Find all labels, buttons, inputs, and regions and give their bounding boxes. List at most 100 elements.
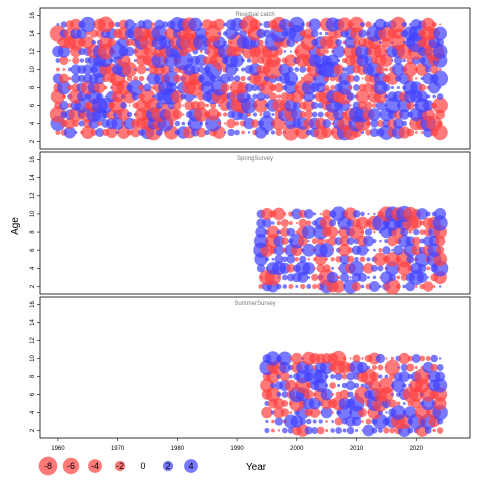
residual-bubble — [422, 281, 434, 292]
residual-bubble — [68, 59, 71, 62]
residual-bubble — [223, 40, 227, 45]
residual-bubble — [282, 427, 288, 434]
residual-bubble — [366, 257, 371, 262]
residual-bubble — [291, 208, 303, 220]
residual-bubble — [249, 18, 261, 31]
residual-bubble — [139, 88, 156, 105]
residual-bubble — [272, 207, 286, 221]
residual-bubble — [349, 104, 352, 107]
residual-bubble — [230, 53, 244, 68]
residual-bubble — [168, 66, 175, 73]
legend-label: 0 — [140, 461, 145, 471]
residual-bubble — [327, 226, 339, 238]
residual-bubble — [276, 374, 282, 379]
residual-bubble — [170, 90, 184, 103]
residual-bubble — [280, 408, 290, 417]
residual-bubble — [361, 357, 364, 360]
residual-bubble — [400, 273, 408, 281]
residual-bubble — [271, 428, 275, 433]
residual-bubble — [302, 243, 316, 257]
residual-bubble — [280, 218, 289, 228]
residual-bubble — [402, 41, 406, 44]
residual-bubble — [111, 117, 125, 130]
residual-bubble — [351, 281, 362, 292]
residual-bubble — [271, 221, 275, 225]
residual-bubble — [182, 104, 185, 107]
residual-bubble — [326, 36, 339, 49]
residual-bubble — [299, 418, 307, 425]
residual-bubble — [391, 393, 394, 396]
residual-bubble — [61, 94, 67, 99]
residual-bubble — [394, 56, 403, 65]
residual-bubble — [90, 129, 98, 136]
residual-bubble — [406, 363, 415, 372]
residual-bubble — [402, 383, 407, 388]
residual-bubble — [436, 93, 444, 100]
residual-bubble — [338, 244, 351, 257]
residual-bubble — [369, 281, 380, 292]
residual-bubble — [375, 100, 385, 111]
residual-bubble — [82, 64, 94, 75]
residual-bubble — [186, 58, 192, 63]
residual-bubble — [134, 58, 138, 63]
residual-bubble — [241, 58, 245, 63]
residual-bubble — [296, 424, 310, 437]
residual-bubble — [268, 92, 278, 101]
residual-bubble — [241, 67, 246, 72]
residual-bubble — [134, 22, 138, 27]
residual-bubble — [202, 56, 212, 65]
residual-bubble — [292, 101, 301, 110]
residual-bubble — [133, 76, 138, 81]
residual-bubble — [258, 39, 264, 46]
residual-bubble — [264, 93, 270, 100]
residual-bubble — [396, 85, 400, 90]
y-tick-label: 8 — [30, 85, 36, 89]
residual-bubble — [286, 227, 296, 237]
residual-bubble — [331, 249, 334, 252]
residual-bubble — [259, 23, 263, 26]
residual-bubble — [156, 129, 163, 136]
residual-bubble — [355, 429, 359, 432]
residual-bubble — [402, 284, 407, 289]
x-tick-label: 1980 — [171, 446, 185, 452]
residual-bubble — [364, 228, 373, 236]
residual-bubble — [313, 212, 317, 216]
residual-bubble — [416, 90, 429, 103]
residual-bubble — [278, 63, 291, 76]
residual-bubble — [188, 17, 203, 32]
residual-bubble — [335, 427, 342, 434]
residual-bubble — [345, 64, 356, 75]
residual-bubble — [379, 239, 382, 243]
residual-bubble — [337, 383, 341, 388]
residual-bubble — [438, 86, 442, 89]
residual-bubble — [331, 266, 335, 270]
residual-bubble — [379, 41, 382, 44]
residual-bubble — [274, 82, 284, 93]
residual-bubble — [367, 212, 370, 215]
y-tick-label: 10 — [30, 66, 36, 73]
residual-bubble — [433, 113, 436, 116]
residual-bubble — [332, 280, 346, 293]
residual-bubble — [406, 101, 415, 110]
y-tick-label: 6 — [30, 103, 36, 107]
residual-bubble — [337, 80, 352, 95]
residual-bubble — [318, 419, 323, 424]
residual-bubble — [375, 353, 386, 364]
residual-bubble — [81, 125, 95, 140]
residual-bubble — [306, 220, 312, 226]
residual-bubble — [325, 257, 329, 261]
residual-bubble — [136, 64, 147, 75]
residual-bubble — [390, 356, 394, 361]
residual-bubble — [262, 29, 271, 38]
residual-bubble — [55, 130, 61, 135]
residual-bubble — [363, 82, 374, 93]
residual-bubble — [322, 119, 332, 128]
residual-bubble — [360, 22, 365, 27]
residual-bubble — [390, 405, 406, 420]
residual-bubble — [331, 393, 335, 396]
residual-bubble — [373, 252, 388, 267]
residual-bubble — [259, 112, 263, 117]
residual-bubble — [336, 275, 341, 280]
residual-bubble — [339, 235, 350, 247]
residual-bubble — [313, 267, 317, 270]
